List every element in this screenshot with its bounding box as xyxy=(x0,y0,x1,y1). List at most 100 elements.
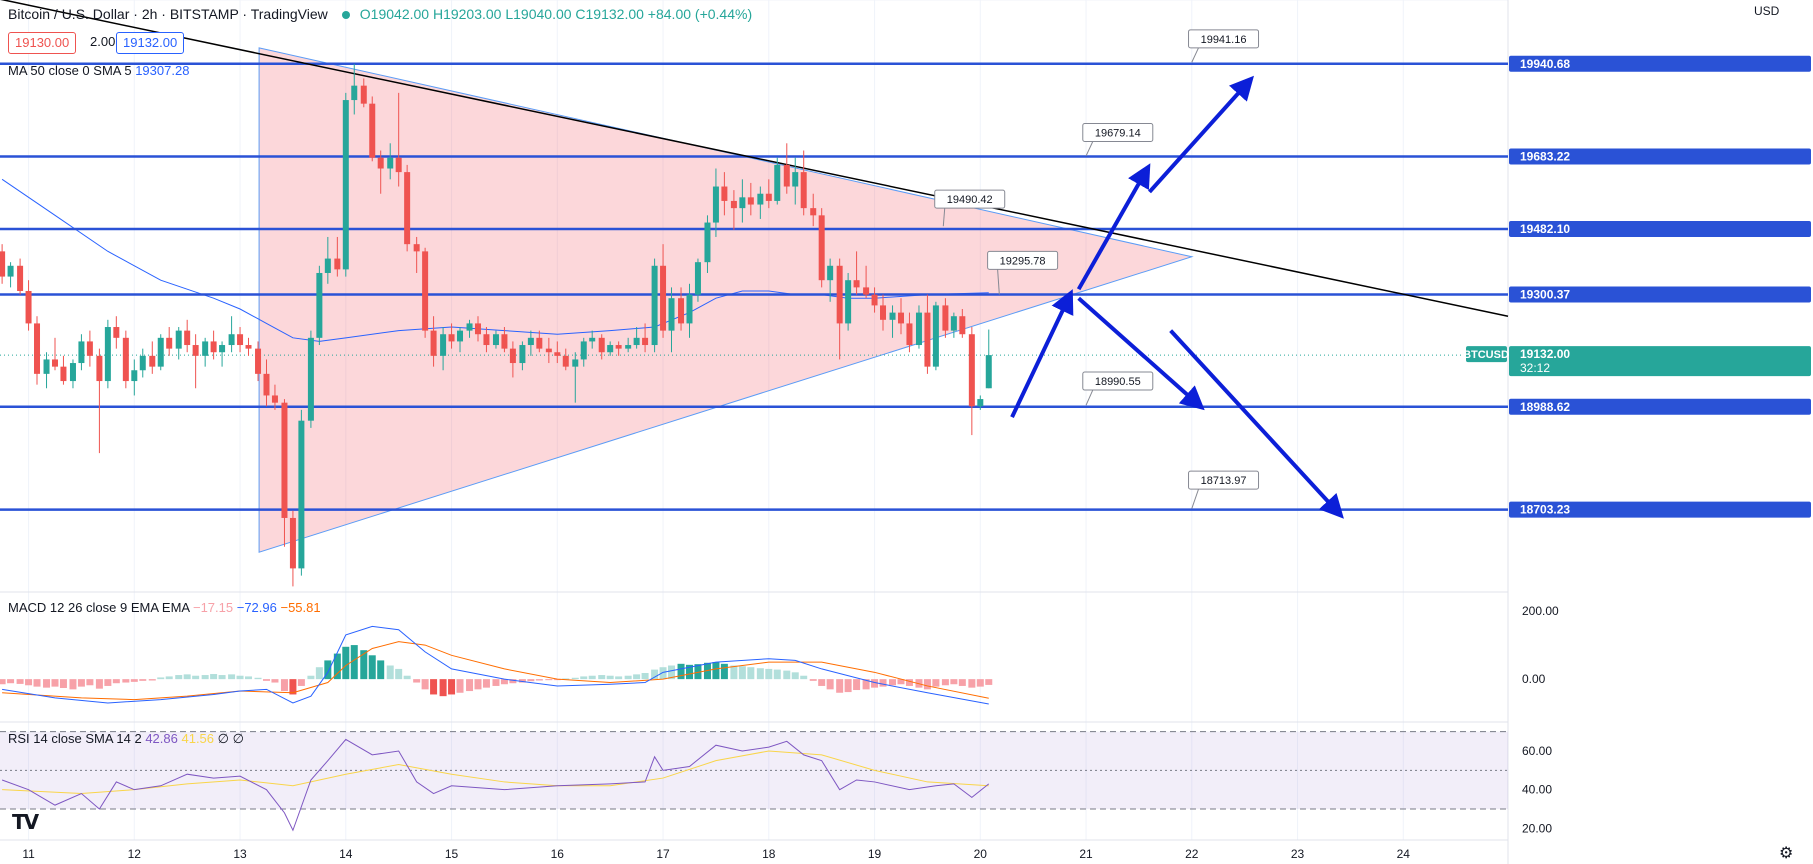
candle-body xyxy=(25,290,32,324)
candle-down xyxy=(281,399,288,547)
macd-histogram-bar xyxy=(165,676,173,680)
macd-histogram-bar xyxy=(606,675,614,680)
candle-down xyxy=(192,334,199,389)
callout-label: 18713.97 xyxy=(1201,475,1247,487)
candle-down xyxy=(959,309,966,338)
candle-body xyxy=(686,294,693,324)
candle-up xyxy=(704,215,711,273)
candle-up xyxy=(43,352,50,389)
buy-price-button[interactable]: 19132.00 xyxy=(116,32,185,54)
candle-up xyxy=(316,265,323,346)
macd-histogram-bar xyxy=(500,679,508,685)
candle-body xyxy=(387,157,394,169)
candle-down xyxy=(545,337,552,364)
symbol-title[interactable]: Bitcoin / U.S. Dollar · 2h · BITSTAMP · … xyxy=(8,6,328,22)
candle-down xyxy=(210,330,217,360)
macd-histogram-bar xyxy=(836,679,844,693)
macd-histogram-bar xyxy=(580,676,588,680)
macd-histogram-bar xyxy=(923,679,931,690)
macd-histogram-bar xyxy=(413,679,421,683)
macd-histogram-bar xyxy=(315,667,323,680)
candle-body xyxy=(765,193,772,201)
candle-up xyxy=(351,64,358,115)
macd-histogram-bar xyxy=(800,675,808,680)
level-price-tag-label: 18988.62 xyxy=(1520,400,1570,414)
candle-body xyxy=(466,323,473,331)
candle-body xyxy=(721,186,728,201)
candle-body xyxy=(800,172,807,209)
level-price-tag-bg xyxy=(1509,398,1811,415)
rsi-tick-label: 20.00 xyxy=(1522,821,1552,835)
price-callout: 19941.16 xyxy=(1188,29,1260,63)
candle-body xyxy=(818,215,825,281)
macd-histogram-bar xyxy=(765,668,773,680)
gear-icon[interactable]: ⚙ xyxy=(1779,845,1794,862)
spread-value: 2.00 xyxy=(84,32,122,52)
macd-histogram-bar xyxy=(976,679,984,687)
time-tick-label: 15 xyxy=(445,847,459,861)
candle-body xyxy=(694,262,701,295)
candle-up xyxy=(298,409,305,576)
candle-up xyxy=(492,330,499,349)
macd-histogram-bar xyxy=(571,677,579,680)
candle-body xyxy=(422,251,429,331)
tradingview-logo[interactable]: TV xyxy=(12,810,39,834)
candle-body xyxy=(377,157,384,169)
macd-histogram-bar xyxy=(456,679,464,693)
macd-histogram-bar xyxy=(139,679,147,681)
candle-up xyxy=(977,395,984,410)
callout-box xyxy=(987,250,1059,270)
candle-body xyxy=(139,355,146,371)
level-price-tag-bg xyxy=(1509,501,1811,518)
candle-up xyxy=(774,157,781,205)
candle-body xyxy=(219,345,226,353)
candle-down xyxy=(395,92,402,187)
macd-histogram-bar xyxy=(112,679,120,684)
candle-up xyxy=(651,258,658,353)
macd-histogram-bar xyxy=(492,679,500,686)
candle-up xyxy=(633,327,640,349)
macd-histogram-bar xyxy=(791,672,799,680)
candle-body xyxy=(889,312,896,320)
current-price-bg xyxy=(1509,346,1811,377)
macd-histogram-bar xyxy=(659,667,667,680)
candle-down xyxy=(25,280,32,331)
candle-down xyxy=(237,327,244,353)
rsi-legend[interactable]: RSI 14 close SMA 14 2 42.86 41.56 ∅ ∅ xyxy=(8,731,244,747)
candle-down xyxy=(122,330,129,389)
candle-body xyxy=(747,197,754,205)
candle-body xyxy=(580,341,587,360)
time-tick-label: 22 xyxy=(1185,847,1199,861)
callout-pointer xyxy=(1191,47,1199,63)
candle-body xyxy=(202,341,209,356)
candle-body xyxy=(104,327,111,382)
candle-body xyxy=(871,294,878,306)
candle-body xyxy=(942,305,949,331)
macd-legend[interactable]: MACD 12 26 close 9 EMA EMA −17.15 −72.96… xyxy=(8,600,321,615)
candle-up xyxy=(175,327,182,360)
candle-body xyxy=(51,359,58,367)
macd-histogram-bar xyxy=(25,679,33,686)
ma-indicator-value: 19307.28 xyxy=(135,63,190,78)
macd-histogram-bar xyxy=(826,679,834,690)
ma-indicator-legend[interactable]: MA 50 close 0 SMA 5 19307.28 xyxy=(8,63,189,78)
macd-histogram-bar xyxy=(958,679,966,686)
candle-body xyxy=(977,399,984,407)
currency-selector[interactable]: USD xyxy=(1754,4,1780,18)
candle-down xyxy=(404,164,411,252)
macd-line-value: −72.96 xyxy=(236,600,277,615)
macd-histogram-bar xyxy=(7,679,15,684)
candle-up xyxy=(202,337,209,367)
rsi-name: RSI 14 close SMA 14 2 xyxy=(8,731,142,746)
macd-histogram-bar xyxy=(403,675,411,680)
candle-body xyxy=(342,100,349,270)
time-tick-label: 19 xyxy=(868,847,882,861)
callout-pointer xyxy=(1085,389,1094,406)
macd-histogram-bar xyxy=(730,665,738,680)
macd-histogram-bar xyxy=(350,645,358,680)
candle-body xyxy=(853,280,860,288)
candle-body xyxy=(863,287,870,295)
macd-hist-value: −17.15 xyxy=(192,600,234,615)
sell-price-button[interactable]: 19130.00 xyxy=(8,32,77,54)
